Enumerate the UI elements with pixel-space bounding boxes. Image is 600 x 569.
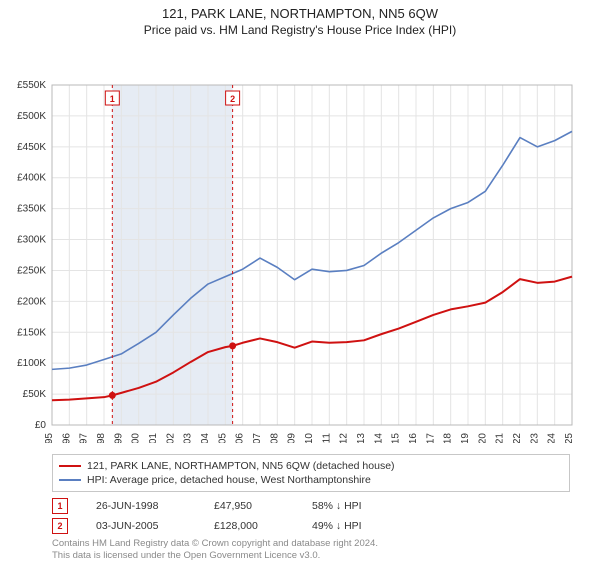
svg-text:2023: 2023	[529, 433, 540, 443]
svg-text:2016: 2016	[408, 433, 419, 443]
svg-text:£50K: £50K	[23, 389, 47, 400]
svg-text:£500K: £500K	[17, 111, 46, 122]
table-row: 1 26-JUN-1998 £47,950 58% ↓ HPI	[52, 496, 570, 516]
svg-text:2008: 2008	[269, 433, 280, 443]
svg-text:1995: 1995	[44, 433, 55, 443]
svg-text:2011: 2011	[321, 433, 332, 443]
title-line-1: 121, PARK LANE, NORTHAMPTON, NN5 6QW	[0, 6, 600, 21]
legend: 121, PARK LANE, NORTHAMPTON, NN5 6QW (de…	[52, 454, 570, 492]
sale-delta: 58% ↓ HPI	[312, 500, 362, 512]
legend-label: HPI: Average price, detached house, West…	[87, 474, 371, 486]
svg-text:2002: 2002	[165, 433, 176, 443]
svg-text:2019: 2019	[460, 433, 471, 443]
svg-text:£200K: £200K	[17, 296, 46, 307]
svg-text:1996: 1996	[61, 433, 72, 443]
sale-delta: 49% ↓ HPI	[312, 520, 362, 532]
svg-text:£400K: £400K	[17, 173, 46, 184]
svg-text:2005: 2005	[217, 433, 228, 443]
svg-text:2: 2	[230, 94, 235, 104]
svg-text:2021: 2021	[495, 433, 506, 443]
svg-text:2015: 2015	[391, 433, 402, 443]
title-block: 121, PARK LANE, NORTHAMPTON, NN5 6QW Pri…	[0, 0, 600, 37]
svg-text:£100K: £100K	[17, 358, 46, 369]
svg-text:£550K: £550K	[17, 80, 46, 91]
legend-row: 121, PARK LANE, NORTHAMPTON, NN5 6QW (de…	[59, 459, 563, 473]
legend-label: 121, PARK LANE, NORTHAMPTON, NN5 6QW (de…	[87, 460, 395, 472]
svg-text:£300K: £300K	[17, 235, 46, 246]
svg-text:2009: 2009	[287, 433, 298, 443]
chart-plot: £0 £50K £100K £150K £200K £250K £300K £350K £400…	[0, 37, 600, 448]
chart-svg: £0 £50K £100K £150K £200K £250K £300K £350K £400…	[0, 37, 600, 443]
svg-text:£450K: £450K	[17, 142, 46, 153]
svg-text:2001: 2001	[148, 433, 159, 443]
legend-row: HPI: Average price, detached house, West…	[59, 473, 563, 487]
chart-container: 121, PARK LANE, NORTHAMPTON, NN5 6QW Pri…	[0, 0, 600, 563]
svg-text:1: 1	[110, 94, 115, 104]
svg-text:1999: 1999	[113, 433, 124, 443]
sale-marker-box: 1	[52, 498, 68, 514]
svg-text:2017: 2017	[425, 433, 436, 443]
legend-swatch	[59, 479, 81, 481]
svg-text:2013: 2013	[356, 433, 367, 443]
svg-text:2010: 2010	[304, 433, 315, 443]
table-row: 2 03-JUN-2005 £128,000 49% ↓ HPI	[52, 516, 570, 536]
svg-text:£0: £0	[35, 420, 47, 431]
svg-text:1997: 1997	[79, 433, 90, 443]
svg-text:2018: 2018	[443, 433, 454, 443]
svg-text:£350K: £350K	[17, 204, 46, 215]
svg-text:2024: 2024	[547, 433, 558, 443]
sales-table: 1 26-JUN-1998 £47,950 58% ↓ HPI 2 03-JUN…	[52, 496, 570, 536]
svg-text:2003: 2003	[183, 433, 194, 443]
sale-marker-box: 2	[52, 518, 68, 534]
legend-swatch	[59, 465, 81, 467]
credit-line: Contains HM Land Registry data © Crown c…	[52, 538, 570, 550]
svg-text:2000: 2000	[131, 433, 142, 443]
svg-text:2007: 2007	[252, 433, 263, 443]
svg-text:£150K: £150K	[17, 327, 46, 338]
svg-text:2025: 2025	[564, 433, 575, 443]
sale-price: £128,000	[214, 520, 284, 532]
svg-text:2012: 2012	[339, 433, 350, 443]
svg-text:2020: 2020	[477, 433, 488, 443]
sale-price: £47,950	[214, 500, 284, 512]
sale-date: 03-JUN-2005	[96, 520, 186, 532]
title-line-2: Price paid vs. HM Land Registry's House …	[0, 23, 600, 37]
svg-text:£250K: £250K	[17, 265, 46, 276]
credit-line: This data is licensed under the Open Gov…	[52, 550, 570, 562]
svg-text:2004: 2004	[200, 433, 211, 443]
svg-text:2022: 2022	[512, 433, 523, 443]
svg-text:2014: 2014	[373, 433, 384, 443]
svg-text:2006: 2006	[235, 433, 246, 443]
sale-date: 26-JUN-1998	[96, 500, 186, 512]
svg-text:1998: 1998	[96, 433, 107, 443]
credit-text: Contains HM Land Registry data © Crown c…	[52, 538, 570, 563]
